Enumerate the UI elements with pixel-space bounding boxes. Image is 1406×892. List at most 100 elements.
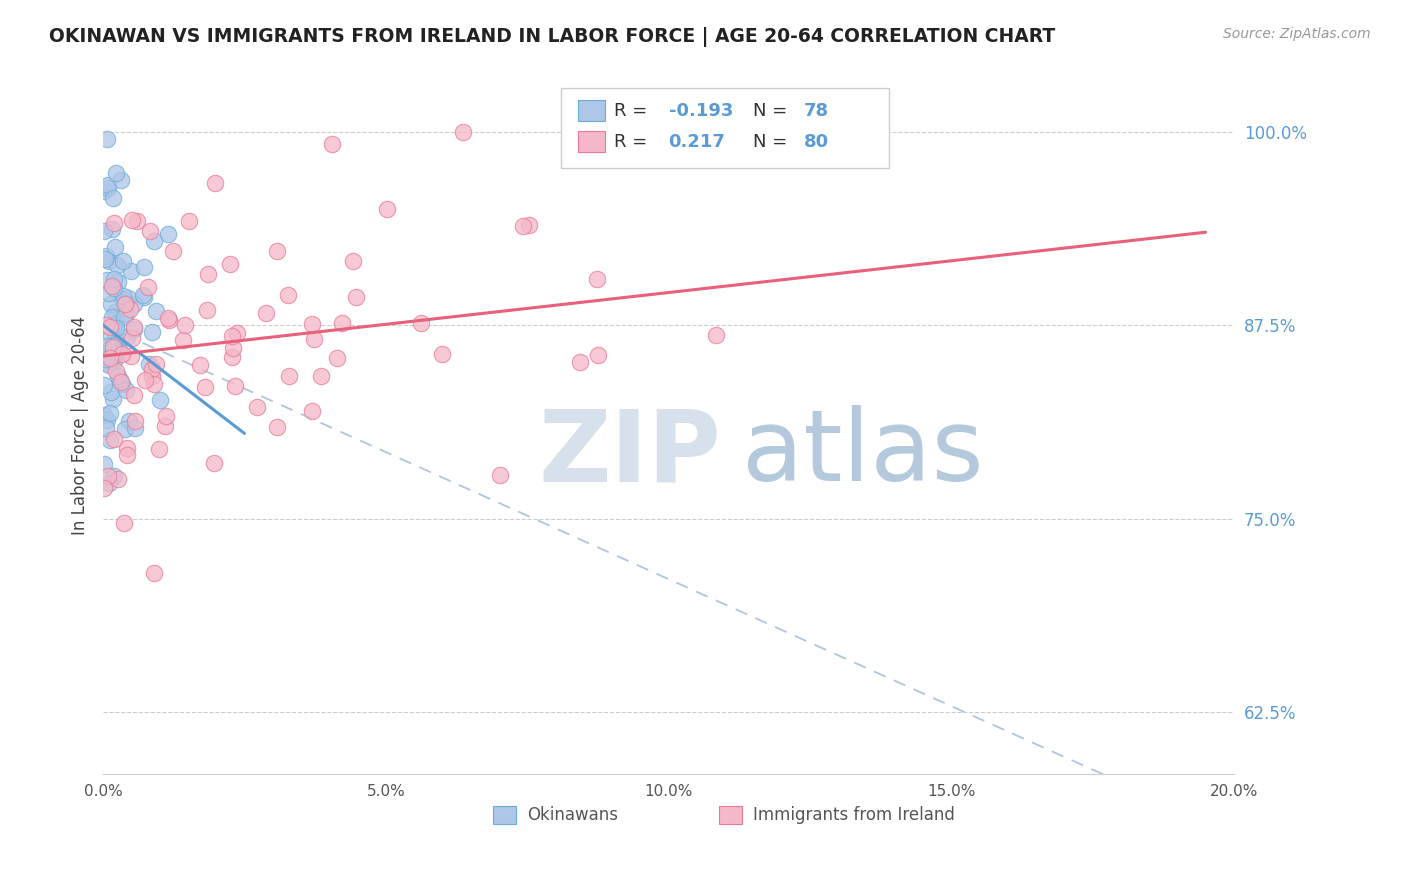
Point [141,369,163,384]
Point [149,392,172,407]
Point [105,339,128,353]
Point [488,467,510,482]
Point [101,349,124,363]
Text: -0.193: -0.193 [668,102,733,120]
Point [132,260,155,275]
Point [159,313,181,327]
Point [103,392,125,406]
Point [105,259,128,273]
Point [98,320,121,334]
Point [132,289,155,303]
Point [94,318,117,332]
Point [96,273,118,287]
Point [93,408,115,422]
Point [118,414,141,428]
Point [118,302,141,317]
Point [155,409,177,423]
Point [585,271,607,285]
Point [97,358,120,372]
Point [195,303,218,318]
Point [101,310,124,325]
Point [97,178,120,193]
Point [145,304,167,318]
Text: 78: 78 [804,102,830,120]
Point [141,362,163,376]
Point [103,318,125,332]
Point [97,469,120,483]
FancyBboxPatch shape [720,806,742,824]
Point [124,414,146,428]
Point [224,379,246,393]
Point [108,373,131,387]
Point [225,326,247,341]
Y-axis label: In Labor Force | Age 20-64: In Labor Force | Age 20-64 [72,316,89,535]
Point [301,317,323,331]
Point [96,412,118,426]
Point [104,321,127,335]
Point [278,368,301,383]
Point [432,347,454,361]
Point [266,244,288,258]
Point [107,369,129,384]
Point [98,285,121,300]
Point [411,316,433,330]
Point [512,219,534,234]
Text: R =: R = [614,102,654,120]
Point [98,433,121,447]
Point [93,378,115,392]
Point [141,325,163,339]
FancyBboxPatch shape [578,131,605,152]
Point [277,288,299,302]
Point [302,332,325,346]
Point [93,184,115,198]
Point [114,296,136,310]
Point [104,332,127,346]
Point [342,253,364,268]
Point [172,333,194,347]
Text: Okinawans: Okinawans [527,806,619,824]
Point [115,383,138,397]
Point [188,358,211,372]
Point [344,290,367,304]
Point [155,419,177,434]
Point [453,125,475,139]
Point [112,254,135,268]
Point [124,321,146,335]
Point [101,340,124,354]
Point [112,310,135,324]
Point [517,219,540,233]
Point [143,566,166,581]
FancyBboxPatch shape [561,88,889,168]
Point [103,469,125,483]
Point [143,234,166,248]
Text: OKINAWAN VS IMMIGRANTS FROM IRELAND IN LABOR FORCE | AGE 20-64 CORRELATION CHART: OKINAWAN VS IMMIGRANTS FROM IRELAND IN L… [49,27,1056,46]
Point [93,481,115,495]
Point [143,376,166,391]
Point [330,317,353,331]
Point [588,348,610,362]
Point [202,456,225,470]
Point [162,244,184,258]
Point [103,192,125,206]
Point [221,351,243,365]
Point [145,357,167,371]
Point [156,311,179,326]
Point [204,176,226,190]
Point [107,472,129,486]
Point [103,271,125,285]
Point [121,212,143,227]
Point [103,216,125,230]
Point [101,222,124,236]
Point [97,339,120,353]
Point [194,380,217,394]
Point [325,351,347,365]
Point [121,331,143,345]
Point [321,136,343,151]
Text: Immigrants from Ireland: Immigrants from Ireland [754,806,955,824]
Point [96,132,118,146]
FancyBboxPatch shape [494,806,516,824]
Point [115,329,138,343]
Point [114,422,136,436]
Point [568,355,591,369]
Point [266,420,288,434]
